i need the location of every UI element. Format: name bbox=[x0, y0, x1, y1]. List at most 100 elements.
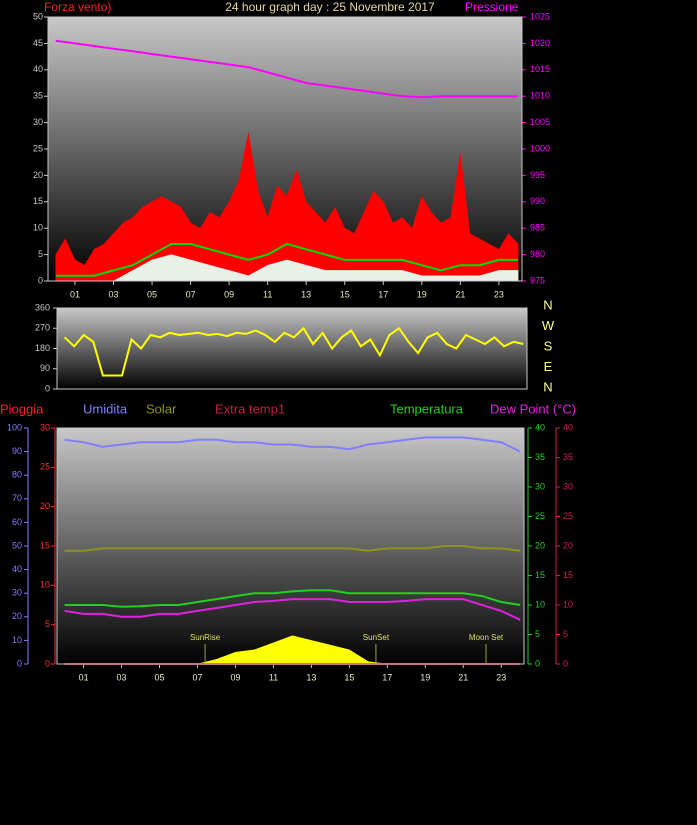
y2-tick-label: 985 bbox=[530, 223, 545, 233]
x-tick-label: 07 bbox=[192, 672, 202, 682]
y2-tick-label: 10 bbox=[535, 599, 545, 609]
x-tick-label: 03 bbox=[109, 289, 119, 299]
compass-label: N bbox=[543, 297, 552, 312]
y4-tick-label: 5 bbox=[563, 629, 568, 639]
y-tick-label: 10 bbox=[40, 580, 50, 590]
compass-label: W bbox=[542, 318, 555, 333]
y3-tick-label: 10 bbox=[12, 635, 22, 645]
y3-tick-label: 0 bbox=[17, 658, 22, 668]
y-tick-label: 5 bbox=[38, 249, 43, 259]
annotation-label: SunRise bbox=[190, 633, 221, 642]
y-tick-label: 10 bbox=[33, 223, 43, 233]
x-tick-label: 11 bbox=[263, 289, 272, 299]
y2-tick-label: 5 bbox=[535, 629, 540, 639]
y2-tick-label: 990 bbox=[530, 196, 545, 206]
y-tick-label: 15 bbox=[33, 196, 43, 206]
x-tick-label: 09 bbox=[224, 289, 234, 299]
x-tick-label: 23 bbox=[494, 289, 504, 299]
y3-tick-label: 60 bbox=[12, 517, 22, 527]
y-axis-title: Forza vento) bbox=[44, 0, 111, 14]
series-line bbox=[55, 242, 519, 277]
y4-tick-label: 0 bbox=[563, 658, 568, 668]
y3-tick-label: 30 bbox=[12, 588, 22, 598]
y2-tick-label: 0 bbox=[535, 658, 540, 668]
y3-tick-label: 70 bbox=[12, 493, 22, 503]
y2-tick-label: 35 bbox=[535, 452, 545, 462]
x-tick-label: 11 bbox=[269, 672, 278, 682]
x-tick-label: 07 bbox=[186, 289, 196, 299]
y2-tick-label: 1000 bbox=[530, 143, 550, 153]
y-tick-label: 5 bbox=[45, 619, 50, 629]
x-tick-label: 09 bbox=[230, 672, 240, 682]
y2-tick-label: 30 bbox=[535, 481, 545, 491]
y2-tick-label: 1015 bbox=[530, 64, 550, 74]
series-line bbox=[64, 545, 521, 552]
y2-tick-label: 1010 bbox=[530, 91, 550, 101]
x-tick-label: 15 bbox=[344, 672, 354, 682]
y-tick-label: 40 bbox=[33, 64, 43, 74]
y3-tick-label: 90 bbox=[12, 446, 22, 456]
compass-label: E bbox=[544, 359, 553, 374]
y2-tick-label: 1025 bbox=[530, 11, 550, 21]
legend-label: Solar bbox=[146, 401, 177, 416]
y-tick-label: 30 bbox=[40, 422, 50, 432]
y4-tick-label: 30 bbox=[563, 481, 573, 491]
y2-tick-label: 15 bbox=[535, 570, 545, 580]
y4-tick-label: 25 bbox=[563, 511, 573, 521]
x-tick-label: 01 bbox=[70, 289, 80, 299]
annotation-label: Moon Set bbox=[469, 633, 504, 642]
y3-tick-label: 80 bbox=[12, 470, 22, 480]
y3-tick-label: 20 bbox=[12, 611, 22, 621]
y-tick-label: 360 bbox=[35, 302, 50, 312]
y-tick-label: 30 bbox=[33, 117, 43, 127]
plot-border bbox=[56, 307, 528, 390]
plot-border bbox=[47, 16, 523, 282]
x-tick-label: 15 bbox=[340, 289, 350, 299]
plot-background bbox=[57, 308, 527, 389]
y-tick-label: 50 bbox=[33, 11, 43, 21]
y2-tick-label: 20 bbox=[535, 540, 545, 550]
y4-tick-label: 20 bbox=[563, 540, 573, 550]
y2-tick-label: 25 bbox=[535, 511, 545, 521]
y2-tick-label: 40 bbox=[535, 422, 545, 432]
series-line bbox=[64, 598, 521, 621]
legend-label: Pioggia bbox=[0, 401, 44, 416]
x-tick-label: 21 bbox=[458, 672, 468, 682]
y-tick-label: 25 bbox=[33, 143, 43, 153]
y3-tick-label: 40 bbox=[12, 564, 22, 574]
y-tick-label: 15 bbox=[40, 540, 50, 550]
y-tick-label: 0 bbox=[45, 658, 50, 668]
x-tick-label: 05 bbox=[147, 289, 157, 299]
legend-label: Temperatura bbox=[390, 401, 464, 416]
series-line bbox=[63, 326, 524, 377]
y3-tick-label: 100 bbox=[7, 422, 22, 432]
y-tick-label: 0 bbox=[45, 383, 50, 393]
x-tick-label: 05 bbox=[155, 672, 165, 682]
y-tick-label: 25 bbox=[40, 462, 50, 472]
y-tick-label: 90 bbox=[40, 363, 50, 373]
chart-title: 24 hour graph day : 25 Novembre 2017 bbox=[225, 0, 435, 14]
compass-label: S bbox=[544, 338, 553, 353]
series-area bbox=[55, 254, 519, 282]
x-tick-label: 01 bbox=[79, 672, 89, 682]
x-tick-label: 21 bbox=[455, 289, 465, 299]
x-tick-label: 19 bbox=[420, 672, 430, 682]
series-line bbox=[64, 589, 521, 608]
y-tick-label: 35 bbox=[33, 91, 43, 101]
y2-axis-title: Pressione bbox=[465, 0, 519, 14]
y4-tick-label: 40 bbox=[563, 422, 573, 432]
y4-tick-label: 10 bbox=[563, 599, 573, 609]
y-tick-label: 45 bbox=[33, 38, 43, 48]
y3-tick-label: 50 bbox=[12, 540, 22, 550]
y4-tick-label: 35 bbox=[563, 452, 573, 462]
legend-label: Extra temp1 bbox=[215, 401, 285, 416]
y2-tick-label: 995 bbox=[530, 170, 545, 180]
series-line bbox=[55, 39, 519, 99]
x-tick-label: 13 bbox=[306, 672, 316, 682]
annotation-label: SunSet bbox=[363, 633, 390, 642]
x-tick-label: 03 bbox=[117, 672, 127, 682]
y-tick-label: 180 bbox=[35, 343, 50, 353]
x-tick-label: 17 bbox=[382, 672, 392, 682]
